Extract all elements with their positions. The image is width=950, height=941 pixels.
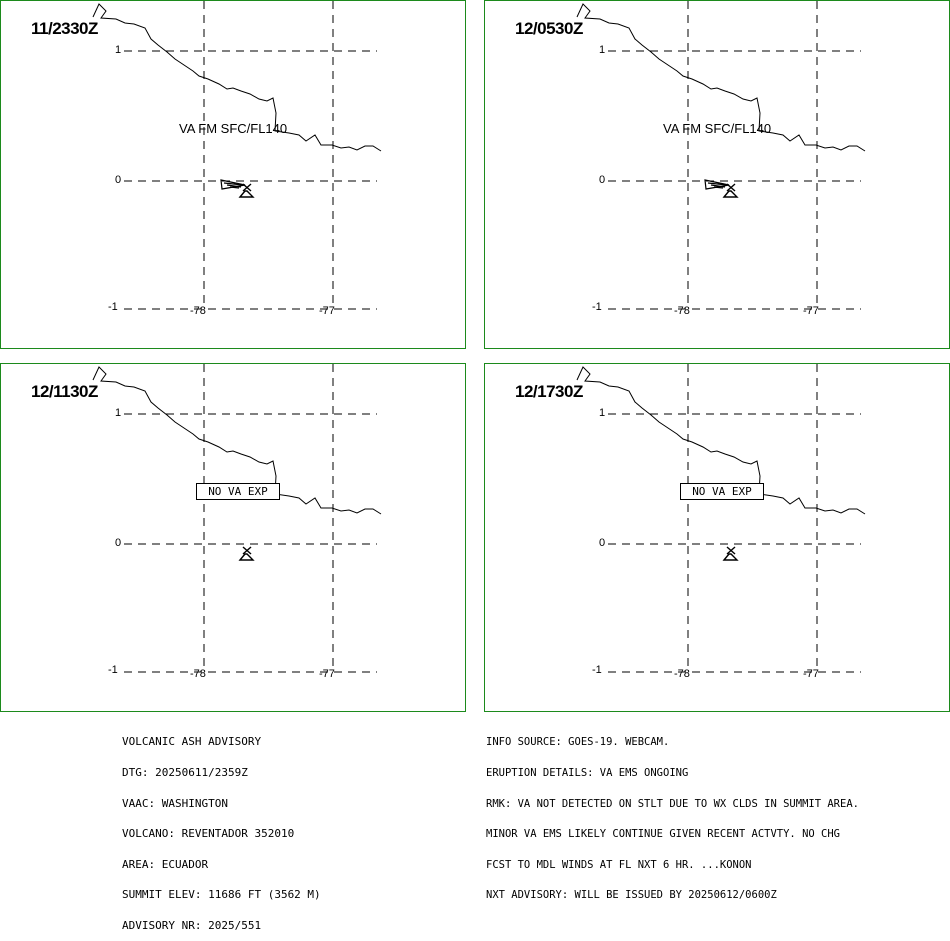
advisory-line: VOLCANO: REVENTADOR 352010 [122,827,295,841]
grid-lines [608,1,861,310]
advisory-line: DTG: 20250611/2359Z [122,766,248,779]
lon-label-77: -77 [803,305,819,317]
advisory-line: NXT ADVISORY: WILL BE ISSUED BY 20250612… [486,889,777,902]
panel-time: 12/1130Z [31,382,98,401]
lat-label-0: 0 [115,174,122,186]
advisory-line: AREA: ECUADOR [122,857,209,871]
map-canvas [576,364,866,673]
lon-label-78: -78 [190,305,206,317]
ash-label: VA FM SFC/FL140 [663,121,772,136]
advisory-line: VAAC: WASHINGTON [122,796,228,810]
lat-label-minus1: -1 [108,664,118,676]
ash-polygon [220,179,246,190]
coastline [576,3,866,152]
advisory-header-block: VOLCANIC ASH ADVISORY DTG: 20250611/2359… [122,717,321,941]
lat-label-1: 1 [599,407,606,419]
lon-label-77: -77 [319,668,335,680]
forecast-panel-4: 12/1730Z 1 0 -1 -78 -77 NO VA EXP [484,363,950,712]
lat-label-minus1: -1 [592,664,602,676]
map-canvas [92,364,382,673]
lat-label-1: 1 [599,44,606,56]
lat-label-minus1: -1 [108,301,118,313]
lon-label-77: -77 [803,668,819,680]
lat-label-0: 0 [115,537,122,549]
advisory-details-block: INFO SOURCE: GOES-19. WEBCAM. ERUPTION D… [486,717,859,911]
map-canvas [92,1,382,310]
advisory-line: SUMMIT ELEV: 11686 FT (3562 M) [122,888,321,902]
no-ash-label: NO VA EXP [680,483,764,500]
advisory-line: MINOR VA EMS LIKELY CONTINUE GIVEN RECEN… [486,828,841,841]
volcano-icon [238,546,255,561]
lat-label-1: 1 [115,44,122,56]
lat-label-0: 0 [599,174,606,186]
panel-time: 11/2330Z [31,19,98,38]
advisory-line: INFO SOURCE: GOES-19. WEBCAM. [486,736,670,749]
advisory-line: FCST TO MDL WINDS AT FL NXT 6 HR. ...KON… [486,858,752,871]
lon-label-78: -78 [674,305,690,317]
ash-polygon [704,179,730,190]
lat-label-minus1: -1 [592,301,602,313]
no-ash-label: NO VA EXP [196,483,280,500]
coastline [92,3,382,152]
volcano-icon [722,183,739,198]
lon-label-78: -78 [674,668,690,680]
advisory-line: ADVISORY NR: 2025/551 [122,918,262,932]
coastline [576,366,866,515]
lon-label-77: -77 [319,305,335,317]
grid-lines [124,1,377,310]
lon-label-78: -78 [190,668,206,680]
grid-lines [124,364,377,673]
lat-label-1: 1 [115,407,122,419]
lat-label-0: 0 [599,537,606,549]
volcano-icon [238,183,255,198]
advisory-line: VOLCANIC ASH ADVISORY [122,735,262,749]
advisory-line: RMK: VA NOT DETECTED ON STLT DUE TO WX C… [486,797,859,810]
panel-time: 12/1730Z [515,382,583,401]
forecast-panel-2: 12/0530Z 1 0 -1 -78 -77 VA FM SFC/FL140 [484,0,950,349]
volcano-icon [722,546,739,561]
advisory-line: ERUPTION DETAILS: VA EMS ONGOING [486,767,689,779]
forecast-panel-3: 12/1130Z 1 0 -1 -78 -77 NO VA EXP [0,363,466,712]
map-canvas [576,1,866,310]
forecast-panel-1: 11/2330Z 1 0 -1 -78 -77 VA FM SFC/FL140 [0,0,466,349]
ash-label: VA FM SFC/FL140 [179,121,288,136]
panel-time: 12/0530Z [515,19,583,38]
grid-lines [608,364,861,673]
coastline [92,366,382,515]
